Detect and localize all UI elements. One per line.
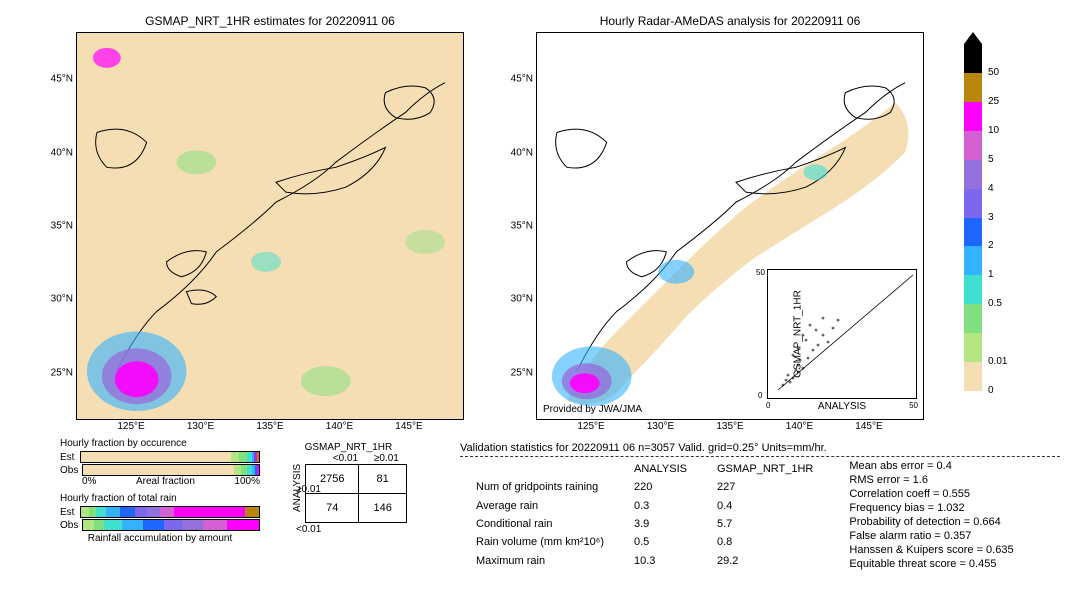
right-map-panel: Provided by JWA/JMA ANALYSIS GSMAP_NRT_1… [536, 32, 924, 420]
left-map-title: GSMAP_NRT_1HR estimates for 20220911 06 [76, 14, 464, 28]
inset-scatter: ANALYSIS GSMAP_NRT_1HR 0 50 50 0 [767, 269, 917, 399]
frac-occ-title: Hourly fraction by occurence [60, 438, 260, 449]
frac-tot-obs-bar [82, 519, 260, 531]
cont-col-header: GSMAP_NRT_1HR [290, 442, 407, 453]
left-map-svg [77, 33, 463, 419]
right-map-title: Hourly Radar-AMeDAS analysis for 2022091… [536, 14, 924, 28]
stats-list: Mean abs error = 0.4RMS error = 1.6Corre… [849, 459, 1013, 571]
frac-tot-title: Hourly fraction of total rain [60, 493, 260, 504]
frac-occ-obs-label: Obs [60, 465, 78, 476]
stats-table: ANALYSISGSMAP_NRT_1HR Num of gridpoints … [460, 459, 829, 571]
frac-occ-est-label: Est [60, 452, 74, 463]
colorbar: 502510543210.50.010 [964, 32, 982, 420]
frac-occ-obs-bar [82, 464, 260, 476]
left-map-panel: 45°N 40°N 35°N 30°N 25°N 125°E 130°E 135… [76, 32, 464, 420]
frac-occ-est-bar [80, 451, 260, 463]
frac-tot-est-bar [80, 506, 260, 518]
stats-header: Validation statistics for 20220911 06 n=… [460, 442, 1060, 454]
frac-tot-caption: Rainfall accumulation by amount [60, 533, 260, 544]
map-credit: Provided by JWA/JMA [543, 404, 642, 415]
